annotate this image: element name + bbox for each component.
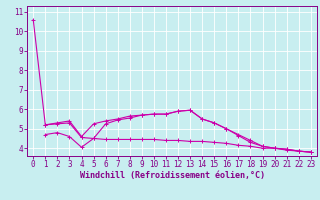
X-axis label: Windchill (Refroidissement éolien,°C): Windchill (Refroidissement éolien,°C) [79,171,265,180]
